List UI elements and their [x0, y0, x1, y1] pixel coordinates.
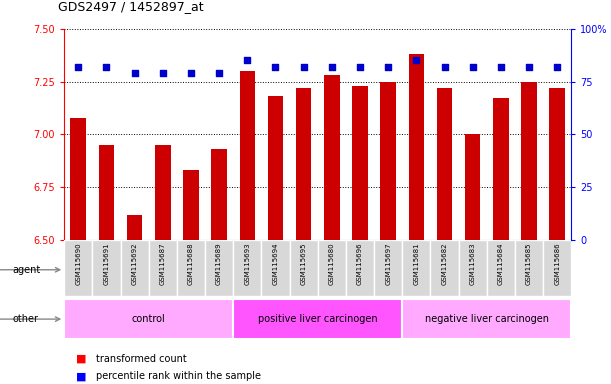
Bar — [290, 240, 318, 296]
Bar — [543, 240, 571, 296]
Text: GSM115688: GSM115688 — [188, 243, 194, 285]
Point — [440, 64, 450, 70]
Point — [130, 70, 139, 76]
Bar — [70, 118, 86, 240]
Point — [327, 64, 337, 70]
Bar — [515, 240, 543, 296]
Text: GSM115696: GSM115696 — [357, 243, 363, 285]
Text: GSM115694: GSM115694 — [273, 243, 279, 285]
Text: ■: ■ — [76, 354, 87, 364]
Bar — [493, 98, 508, 240]
Point — [214, 70, 224, 76]
Text: GSM115693: GSM115693 — [244, 243, 251, 285]
Bar — [381, 81, 396, 240]
Bar — [64, 240, 92, 296]
Text: ■: ■ — [76, 371, 87, 381]
Text: GSM115692: GSM115692 — [131, 243, 137, 285]
Bar — [318, 242, 401, 297]
Point — [271, 64, 280, 70]
Text: GSM115682: GSM115682 — [442, 243, 447, 285]
Bar — [352, 86, 368, 240]
Text: GSM115683: GSM115683 — [470, 243, 476, 285]
Text: GSM115687: GSM115687 — [159, 243, 166, 285]
Point — [299, 64, 309, 70]
Bar — [409, 54, 424, 240]
Text: other: other — [12, 314, 38, 324]
Point — [243, 57, 252, 63]
Bar — [268, 96, 284, 240]
Text: positive liver carcinogen: positive liver carcinogen — [258, 314, 378, 324]
Bar — [346, 240, 374, 296]
Text: negative liver carcinogen: negative liver carcinogen — [425, 314, 549, 324]
Point — [186, 70, 196, 76]
Text: GSM115691: GSM115691 — [103, 243, 109, 285]
Text: GSM115681: GSM115681 — [413, 243, 419, 285]
Text: GSM115689: GSM115689 — [216, 243, 222, 285]
Bar — [402, 240, 430, 296]
Text: GSM115697: GSM115697 — [385, 243, 391, 285]
Text: Feed control: Feed control — [83, 265, 130, 274]
Bar — [240, 71, 255, 240]
Text: GSM115684: GSM115684 — [498, 243, 504, 285]
Bar — [233, 242, 317, 297]
Text: GSM115690: GSM115690 — [75, 243, 81, 285]
Bar — [521, 81, 537, 240]
Bar — [402, 242, 486, 297]
Bar — [487, 240, 515, 296]
Bar — [324, 75, 340, 240]
Text: GSM115680: GSM115680 — [329, 243, 335, 285]
Bar — [549, 88, 565, 240]
Text: N-(1-naphthyl)ethyle
nediamine
dihydrochloride: N-(1-naphthyl)ethyle nediamine dihydroch… — [404, 255, 485, 285]
Bar — [183, 170, 199, 240]
Text: 1,5-Naphthalenedia
mine: 1,5-Naphthalenedia mine — [238, 260, 313, 280]
Text: GSM115686: GSM115686 — [554, 243, 560, 285]
Bar — [233, 299, 401, 339]
Point — [158, 70, 167, 76]
Point — [524, 64, 534, 70]
Point — [552, 64, 562, 70]
Bar — [318, 240, 346, 296]
Bar — [127, 215, 142, 240]
Bar — [177, 240, 205, 296]
Text: 2,3-Benzofuran: 2,3-Benzofuran — [331, 265, 389, 274]
Bar — [120, 240, 148, 296]
Bar — [296, 88, 312, 240]
Bar — [64, 299, 233, 339]
Bar — [374, 240, 402, 296]
Point — [101, 64, 111, 70]
Text: GSM115695: GSM115695 — [301, 243, 307, 285]
Text: GDS2497 / 1452897_at: GDS2497 / 1452897_at — [58, 0, 203, 13]
Point — [73, 64, 83, 70]
Point — [355, 64, 365, 70]
Bar — [437, 88, 452, 240]
Bar — [402, 299, 571, 339]
Text: Corn oil vehicle
control: Corn oil vehicle control — [161, 260, 221, 280]
Text: transformed count: transformed count — [96, 354, 187, 364]
Bar — [205, 240, 233, 296]
Text: agent: agent — [12, 265, 40, 275]
Bar — [92, 240, 120, 296]
Text: percentile rank within the sample: percentile rank within the sample — [96, 371, 261, 381]
Bar — [64, 242, 148, 297]
Bar — [148, 240, 177, 296]
Bar — [465, 134, 480, 240]
Point — [383, 64, 393, 70]
Text: GSM115685: GSM115685 — [526, 243, 532, 285]
Bar — [155, 145, 170, 240]
Bar — [211, 149, 227, 240]
Text: control: control — [132, 314, 166, 324]
Point — [468, 64, 478, 70]
Bar — [233, 240, 262, 296]
Point — [411, 57, 421, 63]
Bar — [262, 240, 290, 296]
Bar — [459, 240, 487, 296]
Text: Pentachloronitroben
zene: Pentachloronitroben zene — [490, 260, 568, 280]
Point — [496, 64, 506, 70]
Bar — [487, 242, 571, 297]
Bar — [148, 242, 233, 297]
Bar — [98, 145, 114, 240]
Bar — [430, 240, 459, 296]
